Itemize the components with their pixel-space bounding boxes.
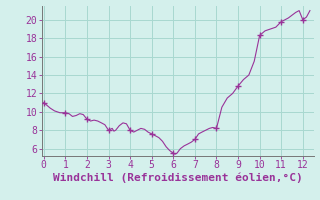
X-axis label: Windchill (Refroidissement éolien,°C): Windchill (Refroidissement éolien,°C)	[53, 173, 302, 183]
